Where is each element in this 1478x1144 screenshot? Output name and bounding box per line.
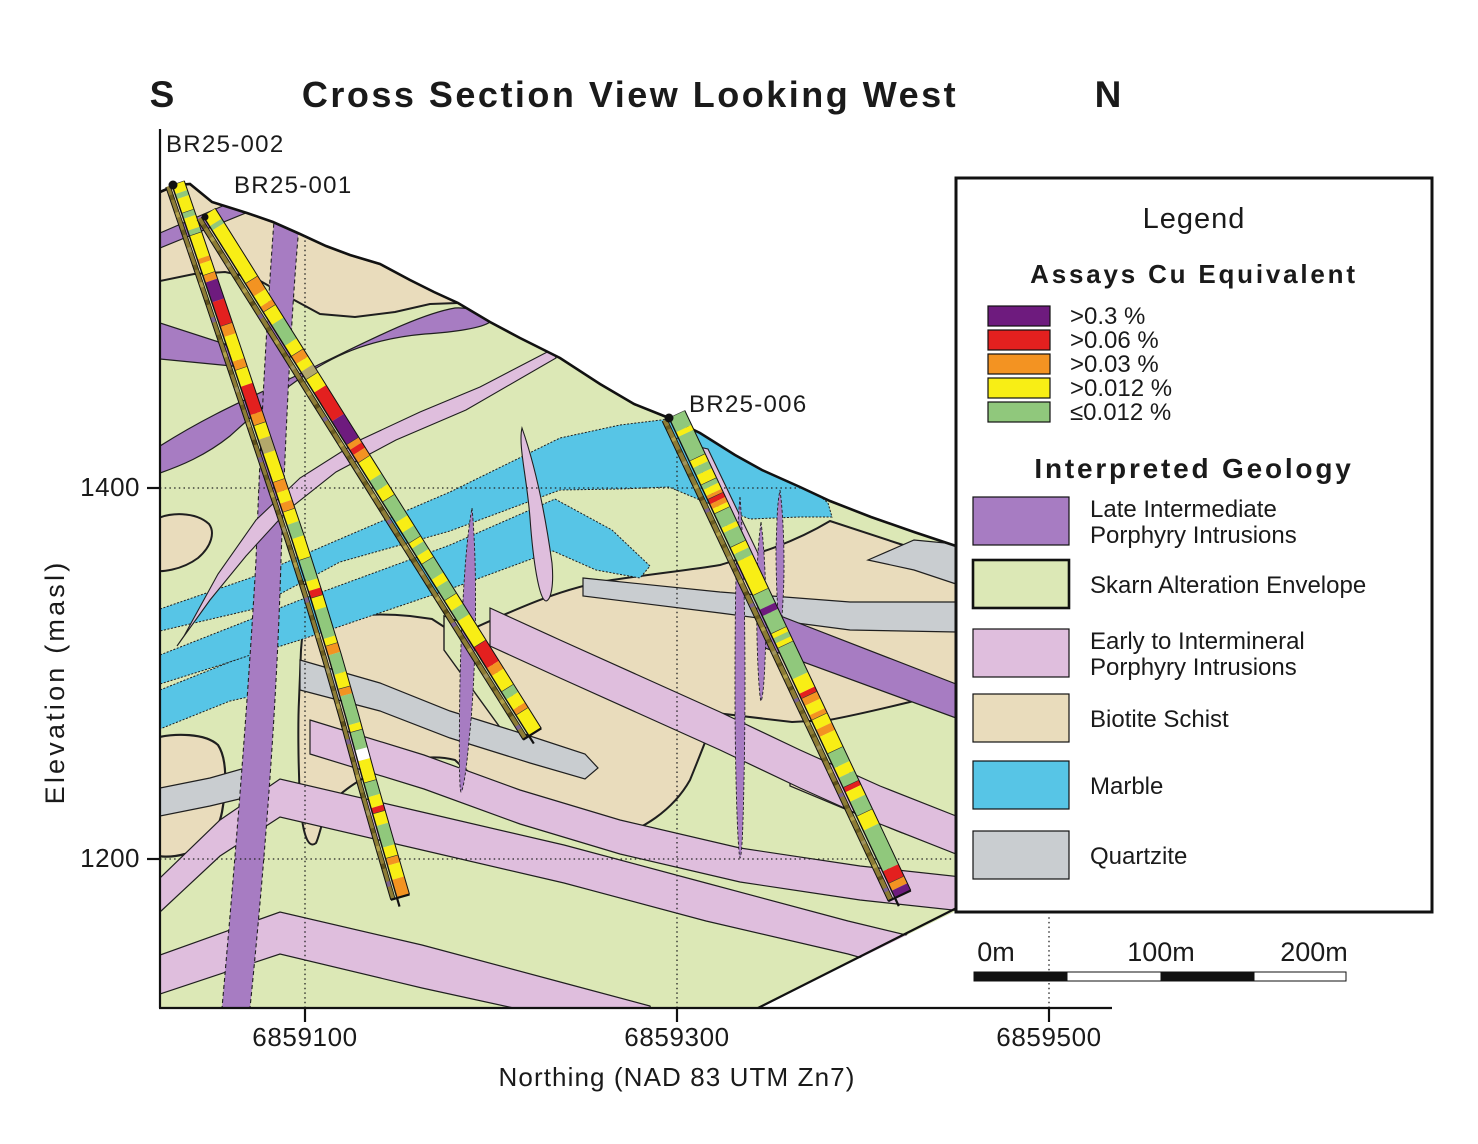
- svg-text:Northing (NAD 83 UTM Zn7): Northing (NAD 83 UTM Zn7): [499, 1062, 856, 1092]
- svg-text:>0.03 %: >0.03 %: [1070, 351, 1159, 378]
- svg-text:Skarn Alteration Envelope: Skarn Alteration Envelope: [1090, 572, 1366, 599]
- svg-text:6859100: 6859100: [252, 1022, 357, 1052]
- svg-text:≤0.012 %: ≤0.012 %: [1070, 399, 1171, 426]
- svg-text:S: S: [150, 74, 175, 115]
- svg-text:Biotite Schist: Biotite Schist: [1090, 706, 1229, 733]
- svg-text:N: N: [1095, 74, 1122, 115]
- svg-text:BR25-001: BR25-001: [234, 172, 352, 199]
- svg-text:>0.012 %: >0.012 %: [1070, 375, 1172, 402]
- svg-text:Porphyry Intrusions: Porphyry Intrusions: [1090, 654, 1297, 681]
- svg-text:>0.3 %: >0.3 %: [1070, 303, 1145, 330]
- svg-text:1200: 1200: [80, 843, 140, 873]
- svg-text:>0.06 %: >0.06 %: [1070, 327, 1159, 354]
- svg-text:Quartzite: Quartzite: [1090, 843, 1187, 870]
- svg-text:Assays Cu Equivalent: Assays Cu Equivalent: [1030, 259, 1358, 289]
- svg-text:Early to Intermineral: Early to Intermineral: [1090, 628, 1305, 655]
- svg-text:200m: 200m: [1280, 937, 1348, 967]
- svg-text:Interpreted Geology: Interpreted Geology: [1034, 453, 1353, 484]
- svg-text:Marble: Marble: [1090, 773, 1163, 800]
- svg-text:0m: 0m: [977, 937, 1015, 967]
- svg-text:BR25-006: BR25-006: [689, 391, 807, 418]
- svg-text:BR25-002: BR25-002: [166, 131, 284, 158]
- svg-text:100m: 100m: [1127, 937, 1195, 967]
- svg-text:6859300: 6859300: [624, 1022, 729, 1052]
- svg-text:Cross Section View Looking Wes: Cross Section View Looking West: [302, 74, 958, 115]
- svg-text:1400: 1400: [80, 472, 140, 502]
- svg-text:Legend: Legend: [1143, 203, 1246, 235]
- svg-text:6859500: 6859500: [996, 1022, 1101, 1052]
- svg-text:Elevation (masl): Elevation (masl): [40, 560, 70, 805]
- svg-text:Late Intermediate: Late Intermediate: [1090, 496, 1277, 523]
- svg-text:Porphyry Intrusions: Porphyry Intrusions: [1090, 522, 1297, 549]
